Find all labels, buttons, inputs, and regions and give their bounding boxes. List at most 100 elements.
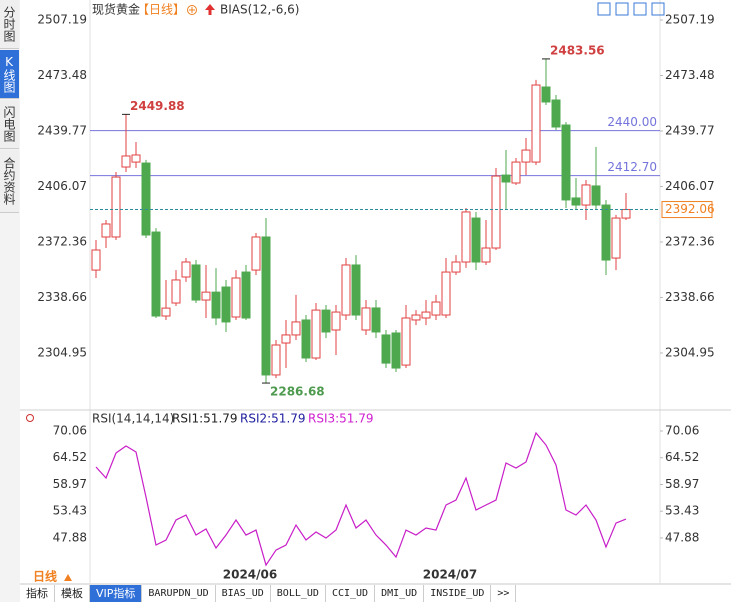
subtitle: 【日线】 (137, 3, 185, 17)
candle-body (461, 211, 471, 263)
indicator: BIAS(12,-6,6) (220, 3, 299, 17)
period-icon[interactable] (64, 574, 72, 581)
bottom-tabs: 指标 模板 VIP指标 BARUPDN_UD BIAS_UD BOLL_UD CCI_UD D… (20, 585, 517, 602)
candle-body (501, 174, 511, 183)
side-tab[interactable]: 闪电图 (0, 100, 19, 149)
candle-body (311, 309, 321, 359)
y-tick-label: 2372.36 (37, 234, 87, 248)
candle-body (381, 334, 391, 364)
y-tick-label: 2507.19 (665, 13, 715, 27)
bottom-tab[interactable]: VIP指标 (90, 585, 143, 602)
y-tick-label: 53.43 (53, 504, 87, 518)
candle-body (251, 236, 261, 271)
candle-body (261, 236, 271, 376)
y-tick-label: 2406.07 (665, 179, 715, 193)
y-tick-label: 2439.77 (665, 124, 715, 138)
x-tick-label: 2024/06 (223, 568, 277, 582)
toolbar-icons[interactable] (597, 2, 665, 16)
add-icon[interactable] (187, 5, 197, 15)
candle-body (521, 149, 531, 163)
candle-body (531, 84, 541, 163)
candle-body (231, 277, 241, 318)
candle-body (121, 155, 131, 168)
rsi-line (95, 431, 627, 567)
candle-body (221, 286, 231, 323)
candle-body (611, 217, 621, 259)
bottom-tab[interactable]: BIAS_UD (216, 585, 271, 602)
candle-body (161, 307, 171, 317)
candle-body (551, 99, 561, 128)
candle-body (191, 264, 201, 301)
legend-entry: RSI2:51.79 (240, 412, 306, 426)
y-tick-label: 58.97 (53, 477, 87, 491)
candle-body (451, 261, 461, 273)
candle-body (571, 197, 581, 206)
candle-body (291, 321, 301, 336)
side-tab[interactable]: 合约资料 (0, 150, 19, 213)
y-tick-label: 2507.19 (37, 13, 87, 27)
candle-body (141, 162, 151, 236)
candle-body (421, 311, 431, 319)
candle-body (91, 249, 101, 271)
period[interactable]: 日线 (33, 569, 57, 584)
bottom-tab[interactable]: 模板 (55, 585, 90, 602)
candle-body (131, 154, 141, 163)
bottom-tab[interactable]: CCI_UD (326, 585, 376, 602)
arrow-icon[interactable] (205, 4, 215, 15)
bottom-tab[interactable]: BARUPDN_UD (142, 585, 216, 602)
candle-body (181, 261, 191, 278)
level-label: 2440.00 (607, 115, 657, 129)
y-tick-label: 58.97 (665, 477, 699, 491)
rsi-indicator: RSI(14,14,14) (92, 412, 174, 426)
candle-body (371, 307, 381, 333)
y-tick-label: 2439.77 (37, 124, 87, 138)
candle-body (281, 334, 291, 344)
last-price-box (661, 201, 713, 219)
candle-body (331, 311, 341, 331)
y-tick-label: 70.06 (53, 423, 87, 437)
extreme-label: 2449.88 (130, 99, 185, 113)
candle-body (601, 204, 611, 261)
y-tick-label: 53.43 (665, 504, 699, 518)
candle-body (481, 247, 491, 263)
title: 现货黄金 (92, 2, 140, 17)
candle-body (391, 332, 401, 369)
last-price-label: 2392.06 (665, 202, 715, 216)
candle-body (401, 317, 411, 366)
candle-body (351, 264, 361, 316)
candle-body (511, 161, 521, 184)
candle-body (591, 185, 601, 206)
candle-body (101, 223, 111, 238)
candle-body (491, 175, 501, 249)
y-tick-label: 47.88 (53, 530, 87, 544)
y-tick-label: 2338.66 (37, 290, 87, 304)
candle-body (271, 344, 281, 376)
bottom-tab[interactable]: INSIDE_UD (424, 585, 492, 602)
candle-body (411, 314, 421, 321)
bottom-tab[interactable]: DMI_UD (375, 585, 425, 602)
y-tick-label: 2473.48 (37, 68, 87, 82)
candle-body (341, 264, 351, 316)
level-label: 2412.70 (607, 160, 657, 174)
side-tab[interactable]: K线图 (0, 50, 19, 99)
y-tick-label: 2304.95 (665, 345, 715, 359)
bottom-tab[interactable]: >> (491, 585, 517, 602)
side-tab[interactable]: 分时图 (0, 0, 19, 49)
y-tick-label: 2304.95 (37, 345, 87, 359)
candle-body (561, 124, 571, 201)
bottom-tab[interactable]: 指标 (20, 585, 55, 602)
candle-body (111, 176, 121, 238)
candle-body (171, 279, 181, 304)
candle-body (211, 291, 221, 319)
y-tick-label: 2473.48 (665, 68, 715, 82)
candle-body (581, 184, 591, 206)
candle-body (431, 301, 441, 316)
candle-body (321, 309, 331, 333)
settings-icon[interactable] (26, 414, 34, 422)
candle-body (241, 271, 251, 319)
y-tick-label: 47.88 (665, 530, 699, 544)
candle-body (541, 86, 551, 103)
bottom-tab[interactable]: BOLL_UD (271, 585, 326, 602)
